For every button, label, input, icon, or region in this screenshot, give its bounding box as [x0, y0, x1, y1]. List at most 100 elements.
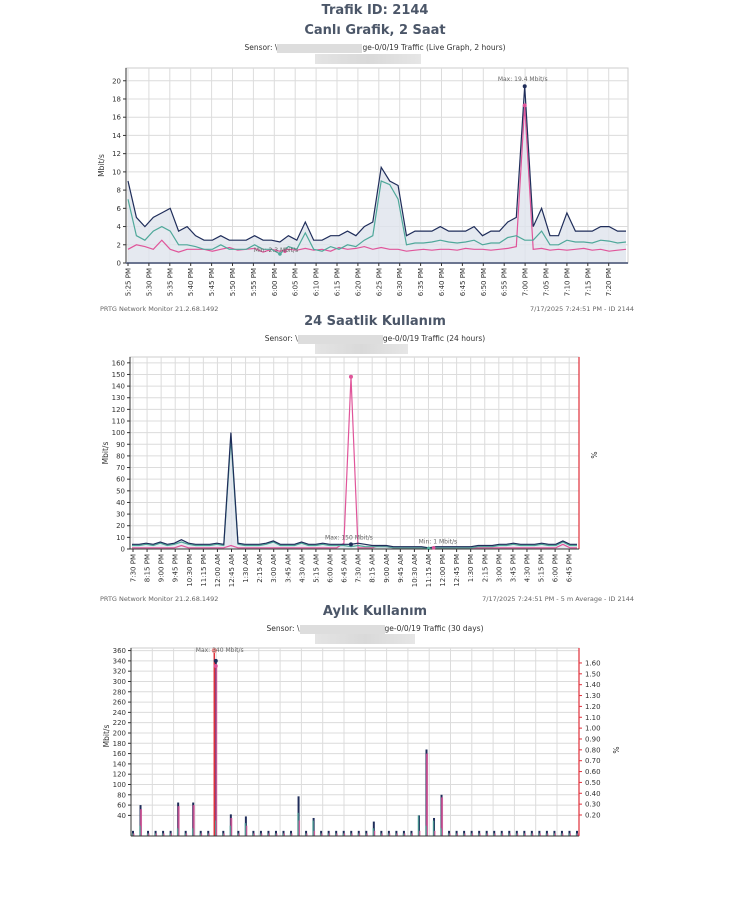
max-out-marker [522, 103, 527, 108]
y2-tick-label: 1.50 [585, 670, 601, 678]
min-marker [426, 546, 431, 551]
y-tick-label: 150 [112, 371, 125, 379]
y2-tick-label: 1.20 [585, 703, 601, 711]
x-tick-label: 5:35 PM [166, 268, 174, 296]
y-tick-label: 10 [116, 534, 125, 542]
x-tick-label: 11:15 AM [425, 554, 433, 587]
y2-tick-label: 0.50 [585, 779, 601, 787]
series-line-traffic-out [132, 376, 577, 549]
y-tick-label: 50 [116, 487, 125, 495]
x-tick-label: 6:15 PM [334, 268, 342, 296]
x-tick-label: 4:30 AM [298, 554, 306, 583]
y-tick-label: 18 [112, 95, 121, 103]
x-tick-label: 5:50 PM [229, 268, 237, 296]
x-tick-label: 5:25 PM [125, 268, 133, 296]
y-tick-label: 160 [113, 750, 126, 758]
x-tick-label: 6:45 PM [459, 268, 467, 296]
y-tick-label: 60 [116, 476, 125, 484]
x-tick-label: 7:00 PM [522, 268, 530, 296]
y-tick-label: 6 [117, 205, 122, 213]
x-tick-label: 6:45 AM [341, 554, 349, 583]
y-tick-label: 180 [113, 740, 126, 748]
y-tick-label: 120 [113, 771, 126, 779]
y2-tick-label: 0.20 [585, 812, 601, 820]
sensor-prefix: Sensor: \ [266, 624, 300, 633]
x-tick-label: 7:15 PM [584, 268, 592, 296]
y-axis-label: Mbit/s [101, 442, 110, 465]
x-tick-label: 12:00 AM [214, 554, 222, 587]
live-graph-chart: 0 2 4 6 8 10 12 14 16 18 20 Mbit/s Max: 19.4 Mbit/s M… [97, 67, 629, 296]
x-tick-label: 6:00 PM [271, 268, 279, 296]
x-tick-label: 7:10 PM [563, 268, 571, 296]
x-tick-label: 6:00 PM [552, 554, 560, 582]
x-tick-label: 5:45 PM [208, 268, 216, 296]
x-tick-label: 1:30 PM [467, 554, 475, 582]
y2-tick-label: 0.80 [585, 746, 601, 754]
y2-tick-label: 0.40 [585, 790, 601, 798]
sensor-suffix: ge-0/0/19 Traffic (30 days) [384, 624, 484, 633]
y-tick-label: 60 [117, 802, 126, 810]
y2-tick-label: 1.00 [585, 725, 601, 733]
x-tick-label: 6:00 AM [326, 554, 334, 583]
x-tick-label: 6:30 PM [396, 268, 404, 296]
y2-axis-label: % [589, 451, 598, 458]
x-tick-label: 6:10 PM [313, 268, 321, 296]
x-tick-label: 6:50 PM [480, 268, 488, 296]
y-tick-label: 20 [116, 522, 125, 530]
x-tick-label: 11:15 PM [200, 554, 208, 587]
y-tick-label: 80 [117, 791, 126, 799]
max-marker [522, 84, 527, 89]
x-tick-label: 9:45 AM [397, 554, 405, 583]
plot-area [130, 647, 580, 837]
min-annotation: Min: 1 Mbit/s [419, 538, 457, 545]
sensor-suffix: ge-0/0/19 Traffic (24 hours) [382, 334, 486, 343]
max-annotation: Max: 340 Mbit/s [196, 647, 244, 654]
y-tick-label: 240 [113, 709, 126, 717]
min-out-marker [283, 249, 287, 253]
y-tick-label: 100 [112, 429, 125, 437]
y-tick-label: 110 [112, 418, 125, 426]
x-tick-label: 3:00 AM [270, 554, 278, 583]
y2-tick-label: 0.90 [585, 735, 601, 743]
redacted-block [299, 624, 385, 634]
max-annotation: Max: 19.4 Mbit/s [498, 76, 548, 83]
24h-chart: 0 10 20 30 40 50 60 70 80 90 100 110 120 130 140 150 160… [101, 356, 598, 587]
redacted-block [315, 54, 421, 64]
footer-timestamp: 7/17/2025 7:24:51 PM - 5 m Average - ID … [482, 595, 634, 603]
y-tick-label: 12 [112, 150, 121, 158]
redacted-block [315, 344, 408, 354]
x-tick-label: 5:15 PM [538, 554, 546, 582]
y-tick-label: 8 [117, 187, 121, 195]
x-tick-label: 8:15 AM [369, 554, 377, 583]
y-tick-label: 10 [112, 168, 121, 176]
y-tick-label: 280 [113, 688, 126, 696]
sensor-line-live: Sensor: \ ge-0/0/19 Traffic (Live Graph, … [0, 43, 750, 53]
y-tick-label: 70 [116, 464, 125, 472]
x-tick-label: 1:30 AM [242, 554, 250, 583]
y-tick-label: 16 [112, 114, 121, 122]
y-tick-label: 0 [117, 260, 121, 268]
sensor-line-monthly: Sensor: \ ge-0/0/19 Traffic (30 days) [0, 624, 750, 634]
y-tick-label: 40 [117, 812, 126, 820]
min-marker [278, 252, 282, 256]
max-out-marker [213, 664, 218, 669]
y-tick-label: 0 [121, 546, 125, 554]
y2-tick-label: 1.60 [585, 659, 601, 667]
y-tick-label: 140 [113, 760, 126, 768]
footer-timestamp: 7/17/2025 7:24:51 PM - ID 2144 [529, 305, 634, 313]
y2-tick-label: 1.40 [585, 681, 601, 689]
percent-max-marker [211, 648, 217, 654]
y2-axis-label: % [611, 746, 620, 753]
y2-tick-label: 0.30 [585, 801, 601, 809]
x-tick-label: 7:05 PM [543, 268, 551, 296]
footer-version: PRTG Network Monitor 21.2.68.1492 [100, 595, 219, 603]
x-tick-label: 8:15 PM [144, 554, 152, 582]
y2-tick-label: 0.60 [585, 768, 601, 776]
y-tick-label: 200 [113, 729, 126, 737]
section-title-live: Canlı Grafik, 2 Saat [304, 23, 446, 38]
y2-tick-label: 1.30 [585, 692, 601, 700]
x-tick-label: 3:45 PM [509, 554, 517, 582]
x-tick-label: 6:05 PM [292, 268, 300, 296]
sensor-prefix: Sensor: \ [264, 334, 298, 343]
y-tick-label: 40 [116, 499, 125, 507]
